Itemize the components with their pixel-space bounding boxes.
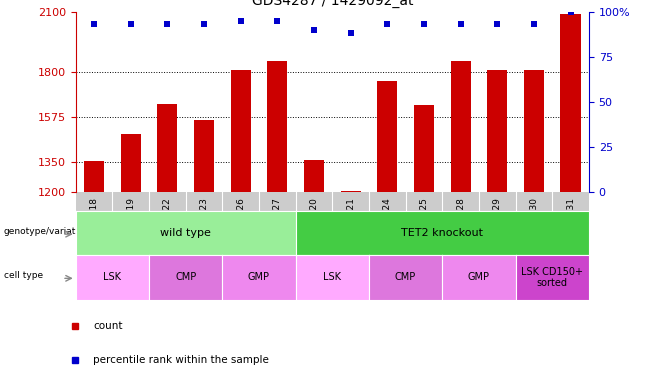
- Text: GSM686823: GSM686823: [199, 197, 209, 252]
- Point: [528, 21, 539, 27]
- Bar: [304, 160, 324, 192]
- Text: GSM686831: GSM686831: [566, 197, 575, 252]
- Text: GMP: GMP: [468, 272, 490, 283]
- Bar: [267, 61, 288, 192]
- Text: LSK: LSK: [323, 272, 342, 283]
- Point: [565, 8, 576, 15]
- Text: GSM686829: GSM686829: [493, 197, 502, 252]
- Text: GSM686825: GSM686825: [419, 197, 428, 252]
- Text: GSM686824: GSM686824: [383, 197, 392, 252]
- Bar: [157, 104, 178, 192]
- Text: CMP: CMP: [175, 272, 196, 283]
- Point: [382, 21, 393, 27]
- Text: wild type: wild type: [160, 228, 211, 238]
- Point: [455, 21, 466, 27]
- Point: [89, 21, 99, 27]
- Point: [162, 21, 172, 27]
- Bar: [341, 191, 361, 192]
- Point: [309, 26, 319, 33]
- Point: [492, 21, 503, 27]
- Text: genotype/variation: genotype/variation: [4, 227, 90, 235]
- Title: GDS4287 / 1429092_at: GDS4287 / 1429092_at: [251, 0, 413, 8]
- Text: percentile rank within the sample: percentile rank within the sample: [93, 355, 269, 365]
- Text: LSK: LSK: [103, 272, 121, 283]
- Bar: [524, 70, 544, 192]
- Bar: [414, 105, 434, 192]
- Text: GSM686822: GSM686822: [163, 197, 172, 252]
- Text: GSM686821: GSM686821: [346, 197, 355, 252]
- Text: LSK CD150+
sorted: LSK CD150+ sorted: [521, 266, 583, 288]
- Text: GSM686819: GSM686819: [126, 197, 135, 252]
- Text: GSM686830: GSM686830: [530, 197, 538, 252]
- Bar: [487, 70, 507, 192]
- Text: GMP: GMP: [248, 272, 270, 283]
- Bar: [120, 134, 141, 192]
- Text: count: count: [93, 321, 123, 331]
- Point: [345, 30, 356, 36]
- Bar: [194, 120, 214, 192]
- Point: [236, 17, 246, 24]
- Text: CMP: CMP: [395, 272, 417, 283]
- Text: GSM686828: GSM686828: [456, 197, 465, 252]
- Text: GSM686827: GSM686827: [273, 197, 282, 252]
- Bar: [451, 61, 470, 192]
- Bar: [230, 70, 251, 192]
- Text: TET2 knockout: TET2 knockout: [401, 228, 483, 238]
- Point: [126, 21, 136, 27]
- Bar: [377, 81, 397, 192]
- Text: GSM686826: GSM686826: [236, 197, 245, 252]
- Point: [199, 21, 209, 27]
- Bar: [561, 13, 580, 192]
- Text: GSM686818: GSM686818: [89, 197, 99, 252]
- Text: GSM686820: GSM686820: [309, 197, 318, 252]
- Point: [272, 17, 282, 24]
- Text: cell type: cell type: [4, 271, 43, 280]
- Bar: [84, 161, 104, 192]
- Point: [418, 21, 429, 27]
